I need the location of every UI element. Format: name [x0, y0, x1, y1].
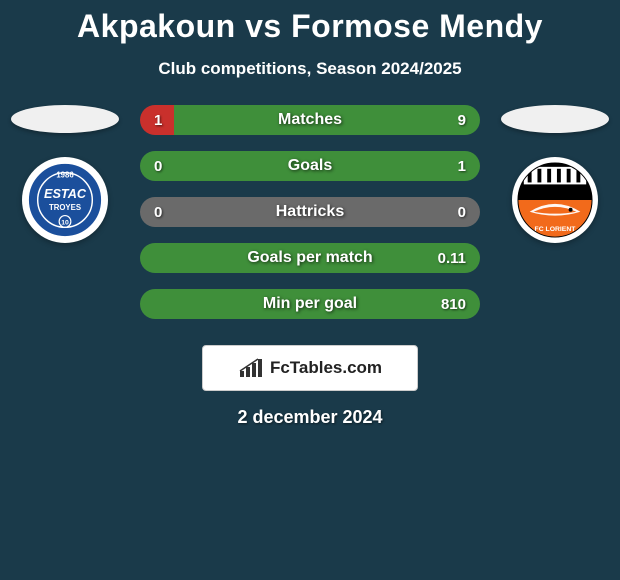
stat-row: Min per goal810	[140, 289, 480, 319]
stat-row: 1Matches9	[140, 105, 480, 135]
stat-value-left: 0	[154, 158, 184, 175]
stat-value-right: 1	[436, 158, 466, 175]
subtitle: Club competitions, Season 2024/2025	[0, 59, 620, 79]
page-title: Akpakoun vs Formose Mendy	[0, 8, 620, 45]
stat-value-right: 810	[436, 296, 466, 313]
stat-bar-right	[140, 243, 480, 273]
left-player-col: 1986 ESTAC TROYES 10	[10, 105, 120, 243]
badge-troyes: TROYES	[49, 203, 81, 212]
right-club-badge: FC LORIENT	[512, 157, 598, 243]
chart-icon	[238, 357, 264, 379]
date-line: 2 december 2024	[0, 407, 620, 428]
stat-row: 0Goals1	[140, 151, 480, 181]
stats-column: 1Matches9 0Goals1 0Hattricks0 Goals per mat…	[140, 105, 480, 319]
right-flag-icon	[501, 105, 609, 133]
svg-text:10: 10	[61, 219, 69, 226]
stat-bar-right	[174, 105, 480, 135]
stat-bar-right	[140, 289, 480, 319]
stat-row: 0Hattricks0	[140, 197, 480, 227]
badge-year: 1986	[56, 171, 74, 180]
left-club-badge: 1986 ESTAC TROYES 10	[22, 157, 108, 243]
brand-box[interactable]: FcTables.com	[202, 345, 418, 391]
right-player-col: FC LORIENT	[500, 105, 610, 243]
stat-value-left: 1	[154, 112, 184, 129]
comparison-row: 1986 ESTAC TROYES 10 1Matches90Goals10Ha…	[0, 105, 620, 319]
estac-troyes-icon: 1986 ESTAC TROYES 10	[26, 161, 104, 239]
stat-row: Goals per match0.11	[140, 243, 480, 273]
stat-value-right: 9	[436, 112, 466, 129]
stat-value-right: 0.11	[436, 250, 466, 267]
fc-lorient-icon: FC LORIENT	[516, 161, 594, 239]
stat-bar-right	[140, 151, 480, 181]
left-flag-icon	[11, 105, 119, 133]
brand-text: FcTables.com	[270, 358, 382, 378]
badge-estac: ESTAC	[44, 187, 87, 201]
stat-value-right: 0	[436, 204, 466, 221]
stat-value-left: 0	[154, 204, 184, 221]
svg-text:FC LORIENT: FC LORIENT	[535, 226, 577, 233]
